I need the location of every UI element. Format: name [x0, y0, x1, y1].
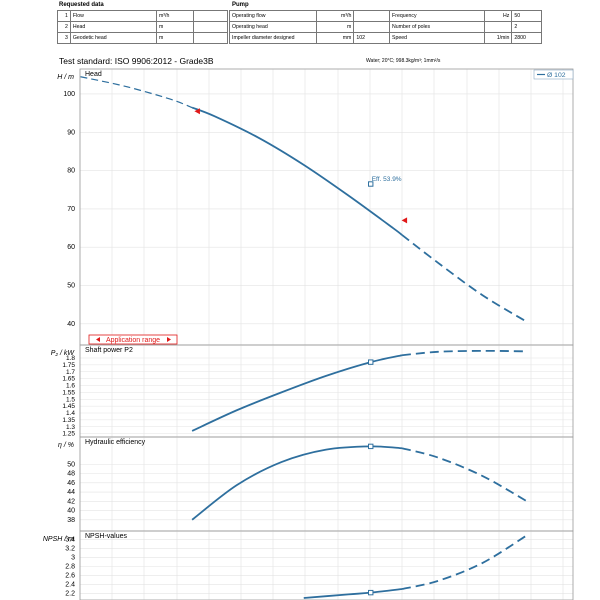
panel-title: NPSH-values	[85, 533, 128, 540]
y-tick-label: 1.6	[66, 383, 75, 390]
curve-solid	[303, 588, 403, 599]
efficiency-label: Eff. 53.9%	[372, 176, 402, 183]
y-tick-label: 1.3	[66, 424, 75, 431]
y-tick-label: 1.5	[66, 396, 75, 403]
requested-data-table: 1 Flow m³/h 2 Head m 3 Geodetic head m	[57, 10, 229, 44]
panel-title: Head	[85, 71, 102, 78]
curve-solid	[191, 445, 403, 521]
y-tick-label: 80	[67, 168, 75, 175]
application-range-right-icon	[167, 337, 171, 342]
range-marker-icon	[194, 108, 200, 115]
y-tick-label: 44	[67, 489, 75, 496]
legend-label: Ø 102	[547, 72, 566, 79]
pump-title: Pump	[232, 2, 249, 8]
y-tick-label: 2.4	[65, 582, 75, 589]
y-tick-label: 100	[63, 91, 75, 98]
operating-point-marker	[368, 181, 374, 187]
y-tick-label: 1.55	[62, 389, 75, 396]
y-tick-label: 1.45	[62, 403, 75, 410]
row-label: Speed	[389, 32, 485, 44]
operating-point-marker	[368, 589, 374, 596]
y-tick-label: 40	[67, 321, 75, 328]
y-tick-label: 50	[67, 283, 75, 290]
y-tick-label: 48	[67, 471, 75, 478]
application-range-label: Application range	[106, 337, 160, 344]
application-range-box	[88, 334, 178, 345]
pump-table: Operating flow m³/h Frequency Hz 50 Operating…	[229, 10, 542, 44]
y-tick-label: 1.7	[66, 369, 75, 376]
y-tick-label: 90	[67, 129, 75, 136]
y-tick-label: 1.4	[66, 410, 75, 417]
curve-dashed-right	[401, 447, 528, 503]
operating-point-marker	[368, 359, 374, 365]
y-axis-label: NPSH / m	[43, 536, 74, 543]
y-axis-label: P₂ / kW	[51, 350, 76, 357]
operating-point-marker	[368, 443, 374, 450]
table-row: Impeller diameter designed mm 102 Speed 1/mi…	[229, 32, 542, 44]
y-tick-label: 3	[71, 555, 75, 562]
curve-dashed-left	[80, 76, 193, 109]
curve-solid	[191, 106, 403, 236]
legend-box	[533, 69, 574, 80]
curve-dashed-right	[401, 534, 528, 590]
y-tick-label: 1.25	[62, 431, 75, 438]
curve-solid	[191, 354, 403, 432]
panel-title: Shaft power P2	[85, 347, 133, 354]
y-tick-label: 1.35	[62, 417, 75, 424]
curve-dashed-right	[401, 234, 528, 323]
test-standard: Test standard: ISO 9906:2012 - Grade3B	[59, 56, 214, 66]
y-tick-label: 1.65	[62, 376, 75, 383]
table-row: 3 Geodetic head m	[57, 32, 229, 44]
curve-dashed-right	[401, 349, 528, 357]
row-value	[192, 32, 229, 44]
y-axis-label: H / m	[57, 74, 74, 81]
y-tick-label: 60	[67, 244, 75, 251]
row-value: 102	[353, 32, 391, 44]
y-tick-label: 2.8	[65, 564, 75, 571]
y-tick-label: 70	[67, 206, 75, 213]
y-tick-label: 38	[67, 517, 75, 524]
y-tick-label: 2.2	[65, 591, 75, 598]
application-range-left-icon	[96, 337, 100, 342]
row-label: Geodetic head	[69, 32, 157, 44]
row-unit: mm	[315, 32, 355, 44]
table-row: Operating flow m³/h Frequency Hz 50	[229, 10, 542, 22]
water-note: Water; 20°C; 998.3kg/m³; 1mm²/s	[366, 58, 441, 64]
y-tick-label: 2.6	[65, 573, 75, 580]
y-tick-label: 1.75	[62, 362, 75, 369]
panel-title: Hydraulic efficiency	[85, 439, 146, 446]
requested-data-title: Requested data	[59, 2, 104, 8]
y-tick-label: 3.2	[65, 546, 75, 553]
y-tick-label: 1.8	[66, 355, 75, 362]
row-label: Impeller diameter designed	[229, 32, 317, 44]
y-tick-label: 50	[67, 461, 75, 468]
y-tick-label: 3.4	[65, 537, 75, 544]
panel-frame	[79, 530, 574, 600]
y-axis-label: η / %	[58, 442, 74, 449]
range-marker-icon	[401, 217, 408, 224]
row-unit: 1/min	[483, 32, 513, 44]
row-value: 2800	[511, 32, 542, 44]
y-tick-label: 40	[67, 508, 75, 515]
y-tick-label: 46	[67, 480, 75, 487]
y-tick-label: 42	[67, 498, 75, 505]
